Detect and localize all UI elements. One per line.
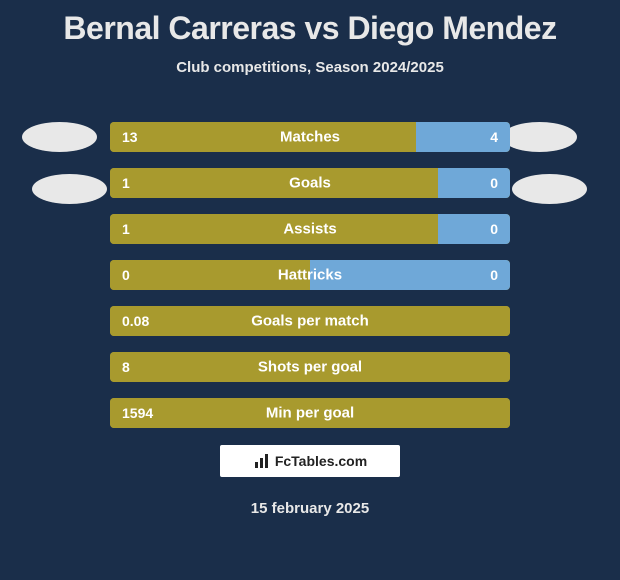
- team-badge: [502, 122, 577, 152]
- page-subtitle: Club competitions, Season 2024/2025: [0, 59, 620, 76]
- stat-left-value: 8: [110, 352, 510, 382]
- stats-container: 134Matches 10Goals 10Assists 00Hattricks 0.0…: [110, 122, 510, 444]
- stat-right-value: 0: [438, 168, 510, 198]
- stat-left-value: 1594: [110, 398, 510, 428]
- stat-row: 134Matches: [110, 122, 510, 152]
- stat-left-value: 13: [110, 122, 416, 152]
- chart-icon: [253, 452, 271, 470]
- stat-row: 10Assists: [110, 214, 510, 244]
- page-title: Bernal Carreras vs Diego Mendez: [0, 0, 620, 47]
- fctables-logo: FcTables.com: [220, 445, 400, 477]
- stat-left-value: 1: [110, 214, 438, 244]
- stat-row: 10Goals: [110, 168, 510, 198]
- stat-left-value: 0.08: [110, 306, 510, 336]
- stat-row: 1594Min per goal: [110, 398, 510, 428]
- stat-left-value: 1: [110, 168, 438, 198]
- stat-right-value: 0: [310, 260, 510, 290]
- stat-right-value: 4: [416, 122, 510, 152]
- stat-left-value: 0: [110, 260, 310, 290]
- team-badge: [22, 122, 97, 152]
- stat-row: 0.08Goals per match: [110, 306, 510, 336]
- stat-right-value: 0: [438, 214, 510, 244]
- team-badge: [32, 174, 107, 204]
- logo-text: FcTables.com: [275, 453, 367, 469]
- date-text: 15 february 2025: [0, 500, 620, 517]
- stat-row: 8Shots per goal: [110, 352, 510, 382]
- team-badge: [512, 174, 587, 204]
- stat-row: 00Hattricks: [110, 260, 510, 290]
